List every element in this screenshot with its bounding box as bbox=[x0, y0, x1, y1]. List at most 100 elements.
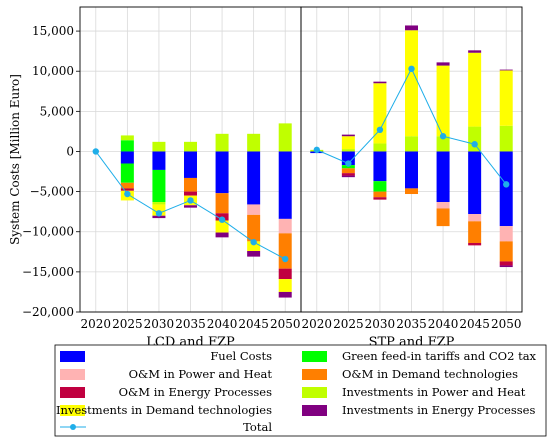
y-tick-label: −5,000 bbox=[30, 185, 74, 199]
bar-segment-fuel bbox=[120, 151, 134, 164]
y-tick-label: 5,000 bbox=[40, 104, 74, 118]
x-tick-label: 2040 bbox=[207, 317, 238, 331]
bar-segment-fuel bbox=[499, 151, 513, 227]
x-tick-label: 2050 bbox=[270, 317, 301, 331]
bar-segment-inv_demand bbox=[436, 65, 450, 137]
bar-segment-inv_energy bbox=[215, 232, 229, 238]
bar-segment-inv_demand bbox=[468, 52, 482, 127]
bar-segment-inv_energy bbox=[499, 69, 513, 71]
bar-segment-inv_power bbox=[184, 141, 197, 152]
total-marker bbox=[218, 216, 226, 223]
bar-segment-inv_demand bbox=[247, 241, 261, 251]
bar-segment-inv_power bbox=[215, 133, 229, 152]
bar-segment-inv_energy bbox=[341, 134, 355, 137]
legend-label-inv_power: Investments in Power and Heat bbox=[342, 385, 526, 399]
x-tick-label: 2045 bbox=[238, 317, 269, 331]
total-marker bbox=[124, 190, 131, 198]
bar-segment-inv_power bbox=[152, 202, 166, 205]
bar-segment-green bbox=[373, 181, 387, 192]
bar-segment-green bbox=[120, 163, 134, 183]
legend-swatch-om_demand bbox=[302, 369, 327, 380]
legend-swatch-fuel bbox=[60, 351, 85, 362]
bar-segment-om_power bbox=[499, 226, 513, 242]
y-tick-label: 15,000 bbox=[32, 24, 74, 38]
bar-segment-om_demand bbox=[278, 233, 292, 269]
legend-swatch-inv_demand bbox=[60, 405, 85, 416]
total-marker bbox=[376, 126, 384, 134]
legend-label-om_energy: O&M in Energy Processes bbox=[119, 385, 272, 399]
legend-swatch-om_energy bbox=[60, 387, 85, 398]
bar-segment-om_power bbox=[247, 204, 261, 215]
bar-segment-fuel bbox=[436, 151, 450, 203]
bar-segment-om_demand bbox=[215, 193, 229, 214]
plot-frame-1 bbox=[300, 6, 523, 313]
total-marker bbox=[345, 160, 352, 167]
bar-segment-green bbox=[120, 140, 134, 152]
legend-label-inv_energy: Investments in Energy Processes bbox=[342, 403, 535, 417]
bar-segment-om_energy bbox=[184, 191, 197, 196]
bar-segment-inv_demand bbox=[215, 220, 229, 233]
bar-segment-om_demand bbox=[184, 177, 197, 192]
bar-segment-inv_demand bbox=[278, 279, 292, 292]
bar-segment-fuel bbox=[405, 151, 418, 189]
bar-segment-om_demand bbox=[341, 168, 355, 174]
bar-segment-inv_demand bbox=[405, 30, 418, 137]
x-tick-label: 2050 bbox=[491, 317, 522, 331]
x-tick-label: 2035 bbox=[175, 317, 206, 331]
bar-segment-inv_energy bbox=[405, 25, 418, 31]
bar-segment-fuel bbox=[247, 151, 261, 205]
x-tick-label: 2020 bbox=[81, 317, 112, 331]
total-marker bbox=[503, 181, 510, 188]
bar-segment-fuel bbox=[468, 151, 482, 215]
bar-segment-om_power bbox=[436, 202, 450, 209]
bar-segment-inv_power bbox=[247, 133, 261, 152]
bar-segment-inv_power bbox=[468, 126, 482, 152]
bar-segment-fuel bbox=[184, 151, 197, 178]
bar-segment-om_demand bbox=[436, 208, 450, 227]
bar-segment-inv_energy bbox=[278, 291, 292, 298]
bar-segment-inv_demand bbox=[152, 204, 166, 216]
bar-segment-om_power bbox=[468, 214, 482, 222]
legend-label-om_power: O&M in Power and Heat bbox=[129, 367, 273, 381]
x-tick-label: 2020 bbox=[302, 317, 333, 331]
y-tick-label: 0 bbox=[66, 144, 74, 158]
bar-segment-inv_power bbox=[120, 135, 134, 141]
legend-label-green: Green feed-in tariffs and CO2 tax bbox=[342, 349, 537, 363]
legend-label-fuel: Fuel Costs bbox=[210, 349, 272, 363]
legend-swatch-total bbox=[70, 424, 76, 430]
bar-segment-om_demand bbox=[499, 241, 513, 262]
legend-label-om_demand: O&M in Demand technologies bbox=[342, 367, 518, 381]
bar-segment-fuel bbox=[373, 151, 387, 182]
bar-segment-inv_demand bbox=[373, 83, 387, 144]
total-marker bbox=[187, 197, 194, 204]
bar-segment-om_power bbox=[278, 218, 292, 234]
total-marker bbox=[250, 238, 257, 246]
bar-segment-inv_demand bbox=[341, 136, 355, 150]
bar-segment-inv_power bbox=[499, 125, 513, 152]
bar-segment-inv_power bbox=[152, 141, 166, 152]
bar-segment-om_energy bbox=[499, 261, 513, 266]
x-tick-label: 2025 bbox=[112, 317, 143, 331]
bar-segment-om_energy bbox=[468, 242, 482, 246]
bar-segment-fuel bbox=[152, 151, 166, 170]
bar-segment-inv_energy bbox=[499, 265, 513, 268]
total-marker bbox=[92, 148, 99, 155]
bar-segment-om_demand bbox=[405, 188, 418, 195]
total-marker bbox=[313, 146, 320, 154]
x-tick-label: 2030 bbox=[365, 317, 396, 331]
total-marker bbox=[471, 141, 478, 148]
x-tick-label: 2030 bbox=[144, 317, 175, 331]
bar-segment-om_energy bbox=[341, 173, 355, 176]
legend-swatch-inv_energy bbox=[302, 405, 327, 416]
y-axis-label: System Costs [Million Euro] bbox=[8, 74, 22, 245]
total-marker bbox=[439, 133, 447, 140]
bar-segment-inv_power bbox=[373, 143, 387, 152]
bar-segment-om_demand bbox=[468, 221, 482, 243]
total-marker bbox=[408, 65, 415, 73]
bar-segment-om_demand bbox=[247, 214, 261, 242]
x-tick-label: 2045 bbox=[459, 317, 490, 331]
x-tick-label: 2035 bbox=[396, 317, 427, 331]
bar-segment-fuel bbox=[278, 151, 292, 219]
